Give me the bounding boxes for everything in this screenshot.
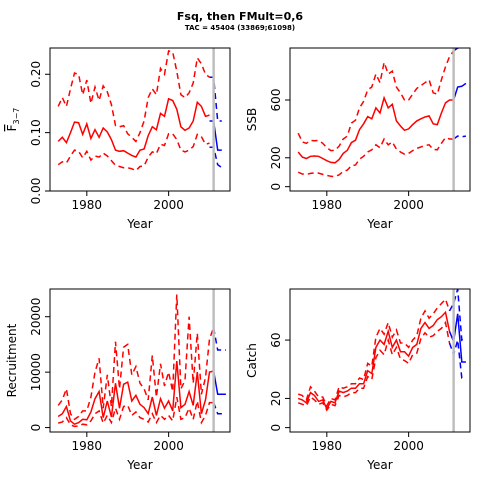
x-axis-label: Year — [366, 458, 392, 472]
y-tick-label: 0.10 — [29, 119, 43, 146]
series-upper — [57, 49, 210, 143]
series-forecast-upper — [448, 289, 467, 342]
series-group — [57, 294, 226, 428]
series-forecast — [448, 313, 466, 363]
y-tick-label: 0.20 — [29, 61, 43, 88]
y-tick-label: 200 — [269, 146, 283, 169]
series-estimate — [57, 361, 214, 426]
series-group — [297, 48, 467, 178]
series-estimate — [297, 95, 454, 164]
y-tick-label: 10000 — [29, 353, 43, 391]
plot-frame — [289, 288, 471, 433]
panel-bottom-right: 1980 2000 0 20 60 Year Catch — [245, 288, 471, 472]
figure-title: Fsq, then FMult=0,6 — [176, 10, 304, 23]
y-tick-label: 20 — [269, 391, 283, 406]
series-lower — [297, 320, 451, 412]
x-axis-label: Year — [126, 458, 152, 472]
plot-frame — [49, 47, 231, 192]
figure-subtitle: TAC = 45404 (33869;61098) — [184, 24, 296, 32]
x-tick-label: 2000 — [393, 198, 424, 212]
series-forecast-upper — [209, 76, 222, 122]
panel-top-right: 1980 2000 0 200 600 Year SSB — [245, 47, 471, 231]
series-lower — [58, 396, 214, 428]
series-forecast-lower — [209, 146, 223, 169]
y-tick-label: 20000 — [29, 298, 43, 336]
y-tick-label: 600 — [269, 89, 283, 112]
series-upper — [297, 50, 455, 152]
series-forecast-lower — [448, 339, 467, 381]
series-forecast-lower — [212, 402, 226, 415]
series-lower — [297, 136, 454, 178]
y-tick-label: 0 — [269, 424, 283, 432]
series-group — [57, 49, 223, 172]
y-axis-label: Recruitment — [5, 323, 19, 397]
x-tick-label: 2000 — [153, 198, 184, 212]
series-group — [297, 289, 467, 412]
series-forecast — [209, 120, 222, 151]
y-axis-label: F3−7 — [5, 108, 21, 132]
x-axis-label: Year — [126, 217, 152, 231]
x-tick-label: 1980 — [72, 198, 103, 212]
series-forecast-lower — [453, 135, 467, 140]
plot-frame — [49, 288, 231, 433]
series-forecast — [212, 370, 226, 396]
x-tick-label: 2000 — [393, 439, 424, 453]
y-axis-label: Catch — [245, 343, 259, 378]
x-tick-label: 1980 — [312, 198, 343, 212]
series-upper — [57, 294, 215, 421]
panel-top-left: 1980 2000 0.00 0.10 0.20 Year F3−7 — [5, 47, 231, 231]
series-estimate — [57, 97, 210, 159]
x-tick-label: 2000 — [153, 439, 184, 453]
x-tick-label: 1980 — [72, 439, 103, 453]
y-tick-label: 60 — [269, 332, 283, 347]
series-forecast — [452, 82, 467, 101]
y-axis-label: SSB — [245, 108, 259, 131]
x-axis-label: Year — [366, 217, 392, 231]
series-upper — [297, 297, 451, 408]
y-tick-label: 0 — [269, 183, 283, 191]
x-tick-label: 1980 — [312, 439, 343, 453]
series-forecast-upper — [212, 327, 226, 351]
series-estimate — [297, 310, 451, 411]
y-tick-label: 0 — [29, 424, 43, 432]
series-lower — [57, 133, 210, 172]
y-tick-label: 0.00 — [29, 178, 43, 205]
plot-frame — [289, 47, 471, 192]
series-forecast-upper — [453, 48, 462, 52]
